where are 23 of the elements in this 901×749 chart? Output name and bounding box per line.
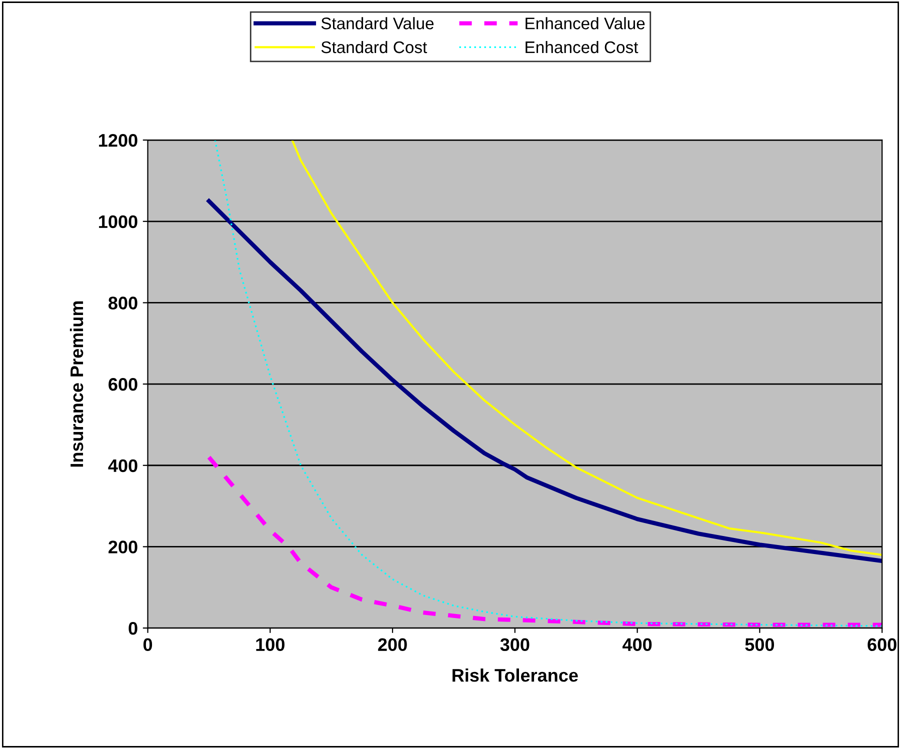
x-tick-label: 300 — [500, 638, 530, 652]
y-axis-title: Insurance Premium — [70, 301, 84, 467]
y-tick-label: 800 — [108, 296, 138, 310]
x-tick-label: 400 — [622, 638, 652, 652]
x-tick-label: 500 — [745, 638, 774, 652]
y-tick-label: 400 — [108, 459, 138, 472]
y-tick-label: 1200 — [99, 134, 138, 147]
y-tick-label: 0 — [128, 622, 138, 635]
line-series — [206, 455, 882, 627]
legend-label: Enhanced Value — [526, 17, 645, 30]
line-series — [206, 198, 882, 564]
x-tick-label: 100 — [256, 638, 284, 652]
y-tick-label: 600 — [108, 378, 138, 391]
legend-label: Standard Value — [321, 17, 434, 30]
line-series — [291, 140, 882, 556]
legend-label: Standard Cost — [321, 40, 428, 54]
legend-label: Enhanced Cost — [526, 40, 638, 54]
x-tick-label: 600 — [868, 638, 896, 652]
x-tick-label: 0 — [143, 638, 152, 652]
y-tick-label: 200 — [108, 540, 138, 554]
x-tick-label: 200 — [378, 638, 407, 652]
y-tick-label: 1000 — [99, 215, 138, 228]
x-axis-title: Risk Tolerance — [452, 668, 578, 682]
